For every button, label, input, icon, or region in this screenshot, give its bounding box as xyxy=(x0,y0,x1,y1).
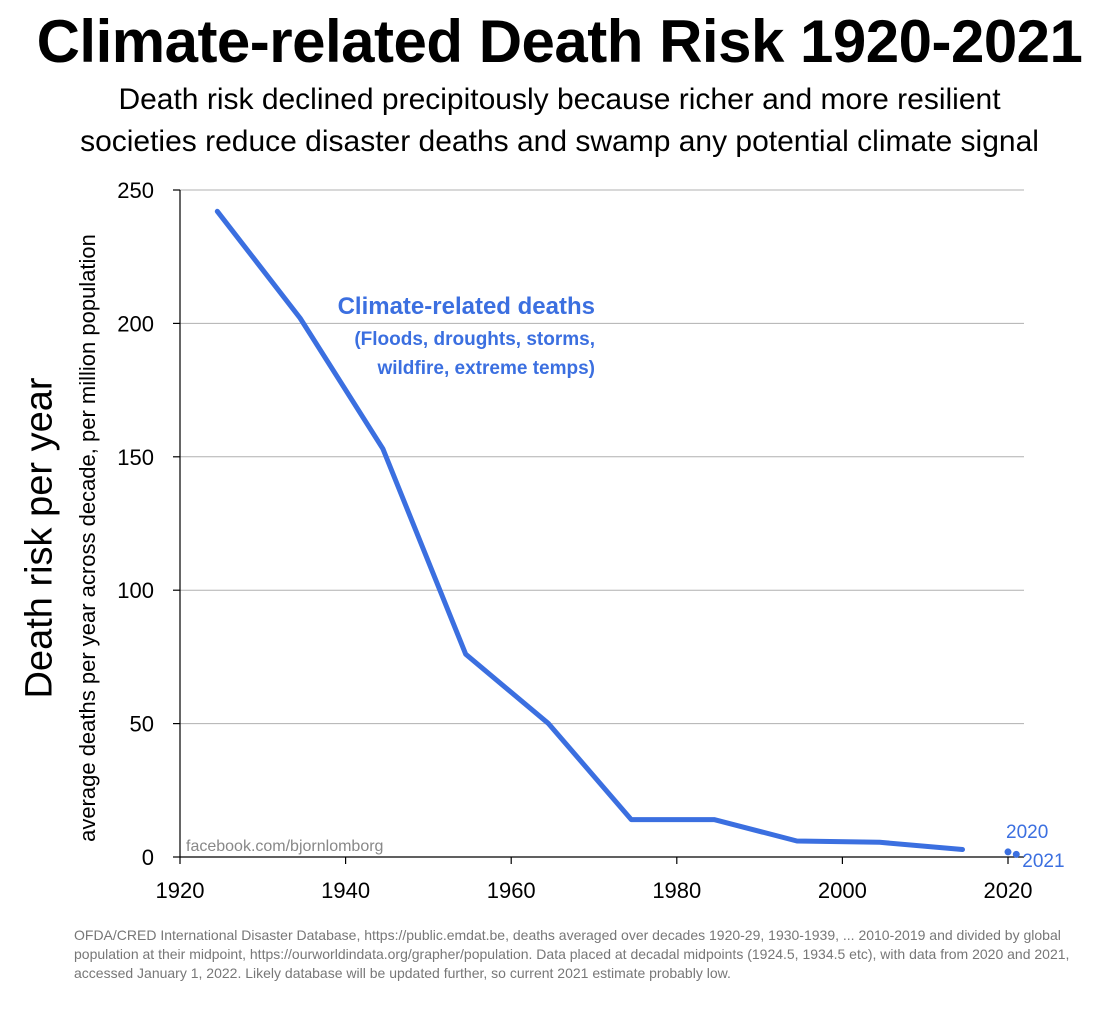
data-point-2021 xyxy=(1012,850,1020,858)
y-tick-label-150: 150 xyxy=(117,445,154,470)
x-tick-label-1940: 1940 xyxy=(321,878,370,903)
x-tick-label-1920: 1920 xyxy=(156,878,205,903)
data-point-2020 xyxy=(1004,848,1012,856)
series-annotation-line-1: (Floods, droughts, storms, xyxy=(354,329,595,350)
x-tick-label-1960: 1960 xyxy=(487,878,536,903)
x-tick-label-1980: 1980 xyxy=(652,878,701,903)
watermark: facebook.com/bjornlomborg xyxy=(186,838,383,855)
y-tick-label-0: 0 xyxy=(142,845,154,870)
series-line-climate-deaths xyxy=(214,208,965,852)
x-tick-label-2020: 2020 xyxy=(984,878,1033,903)
y-tick-label-250: 250 xyxy=(117,178,154,203)
y-tick-label-200: 200 xyxy=(117,311,154,336)
data-label-2021: 2021 xyxy=(1022,851,1064,872)
y-tick-label-100: 100 xyxy=(117,578,154,603)
data-label-2020: 2020 xyxy=(1006,822,1048,843)
source-footnote: OFDA/CRED International Disaster Databas… xyxy=(74,927,1070,981)
series-annotation-line-2: wildfire, extreme temps) xyxy=(376,358,595,379)
chart-subtitle-line-2: societies reduce disaster deaths and swa… xyxy=(80,125,1039,158)
chart-subtitle-line-1: Death risk declined precipitously becaus… xyxy=(118,83,1001,116)
y-tick-label-50: 50 xyxy=(130,712,154,737)
series-label: Climate-related deaths xyxy=(338,293,595,320)
chart-title: Climate-related Death Risk 1920-2021 xyxy=(36,8,1083,75)
x-tick-label-2000: 2000 xyxy=(818,878,867,903)
